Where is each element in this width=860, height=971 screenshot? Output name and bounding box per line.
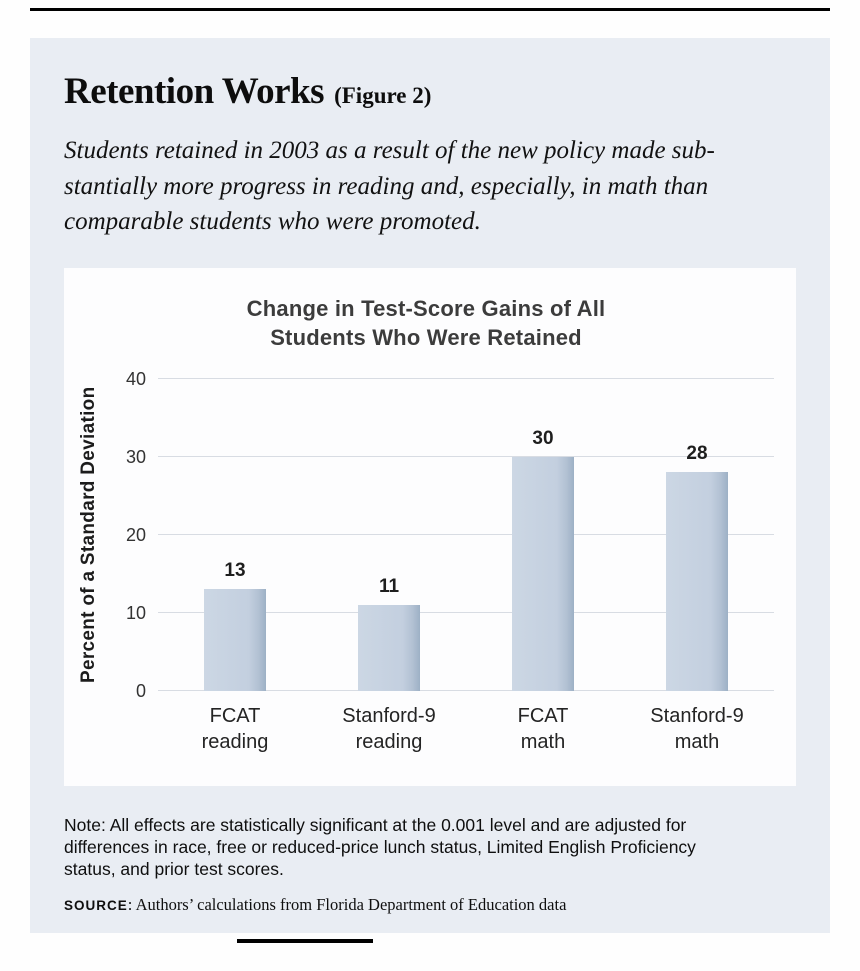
y-tick-label: 10 bbox=[125, 602, 146, 623]
y-tick-label: 20 bbox=[125, 524, 146, 545]
bottom-rule bbox=[237, 939, 373, 943]
gridline bbox=[158, 611, 774, 613]
figure-number-label: (Figure 2) bbox=[334, 83, 432, 108]
bar-group: 13 bbox=[158, 379, 312, 691]
note-text: Note: All effects are statistically sign… bbox=[64, 814, 696, 880]
top-rule bbox=[30, 8, 830, 11]
categories-row: FCAT reading Stanford-9 reading FCAT math S… bbox=[158, 703, 774, 756]
bar-group: 28 bbox=[620, 379, 774, 691]
gridline bbox=[158, 533, 774, 535]
bar-group: 11 bbox=[312, 379, 466, 691]
bar bbox=[358, 605, 420, 691]
gridline bbox=[158, 689, 774, 691]
source-text: : Authors’ calculations from Florida Dep… bbox=[127, 894, 567, 914]
bar-value-label: 30 bbox=[532, 427, 554, 449]
chart-plot-column: 13 11 30 28 FCAT reading Stanford-9 reading F… bbox=[158, 377, 774, 756]
bar-group: 30 bbox=[466, 379, 620, 691]
bar bbox=[512, 456, 574, 691]
chart-body: Percent of a Standard Deviation 0 10 20 30 4… bbox=[78, 370, 774, 756]
chart-card: Change in Test-Score Gains of All Studen… bbox=[64, 267, 796, 786]
bar-value-label: 13 bbox=[224, 560, 246, 582]
figure-title: Retention Works bbox=[64, 71, 325, 112]
gridline bbox=[158, 377, 774, 379]
category-label: FCAT reading bbox=[201, 704, 269, 754]
category-label: FCAT math bbox=[517, 704, 569, 754]
bar bbox=[666, 472, 728, 691]
y-axis-ticks: 0 10 20 30 40 bbox=[112, 370, 158, 700]
plot-area: 13 11 30 28 bbox=[158, 377, 774, 691]
figure-title-row: Retention Works (Figure 2) bbox=[64, 38, 796, 113]
gridline bbox=[158, 455, 774, 457]
y-tick-label: 0 bbox=[135, 680, 146, 701]
category-label: Stanford-9 math bbox=[650, 704, 744, 754]
figure-subtitle: Students retained in 2003 as a result of… bbox=[64, 137, 715, 235]
figure-panel: Retention Works (Figure 2) Students reta… bbox=[30, 38, 830, 933]
y-axis-title: Percent of a Standard Deviation bbox=[78, 386, 99, 684]
source-label: SOURCE bbox=[64, 897, 128, 913]
bar-value-label: 11 bbox=[378, 576, 400, 598]
bar-value-label: 28 bbox=[686, 443, 708, 465]
category-label: Stanford-9 reading bbox=[342, 704, 436, 754]
bar bbox=[204, 589, 266, 691]
y-tick-label: 30 bbox=[125, 446, 146, 467]
chart-title: Change in Test-Score Gains of All Studen… bbox=[246, 295, 606, 351]
source-line: SOURCE: Authors’ calculations from Flori… bbox=[64, 895, 796, 915]
y-tick-label: 40 bbox=[125, 368, 146, 389]
bars-row: 13 11 30 28 bbox=[158, 379, 774, 691]
